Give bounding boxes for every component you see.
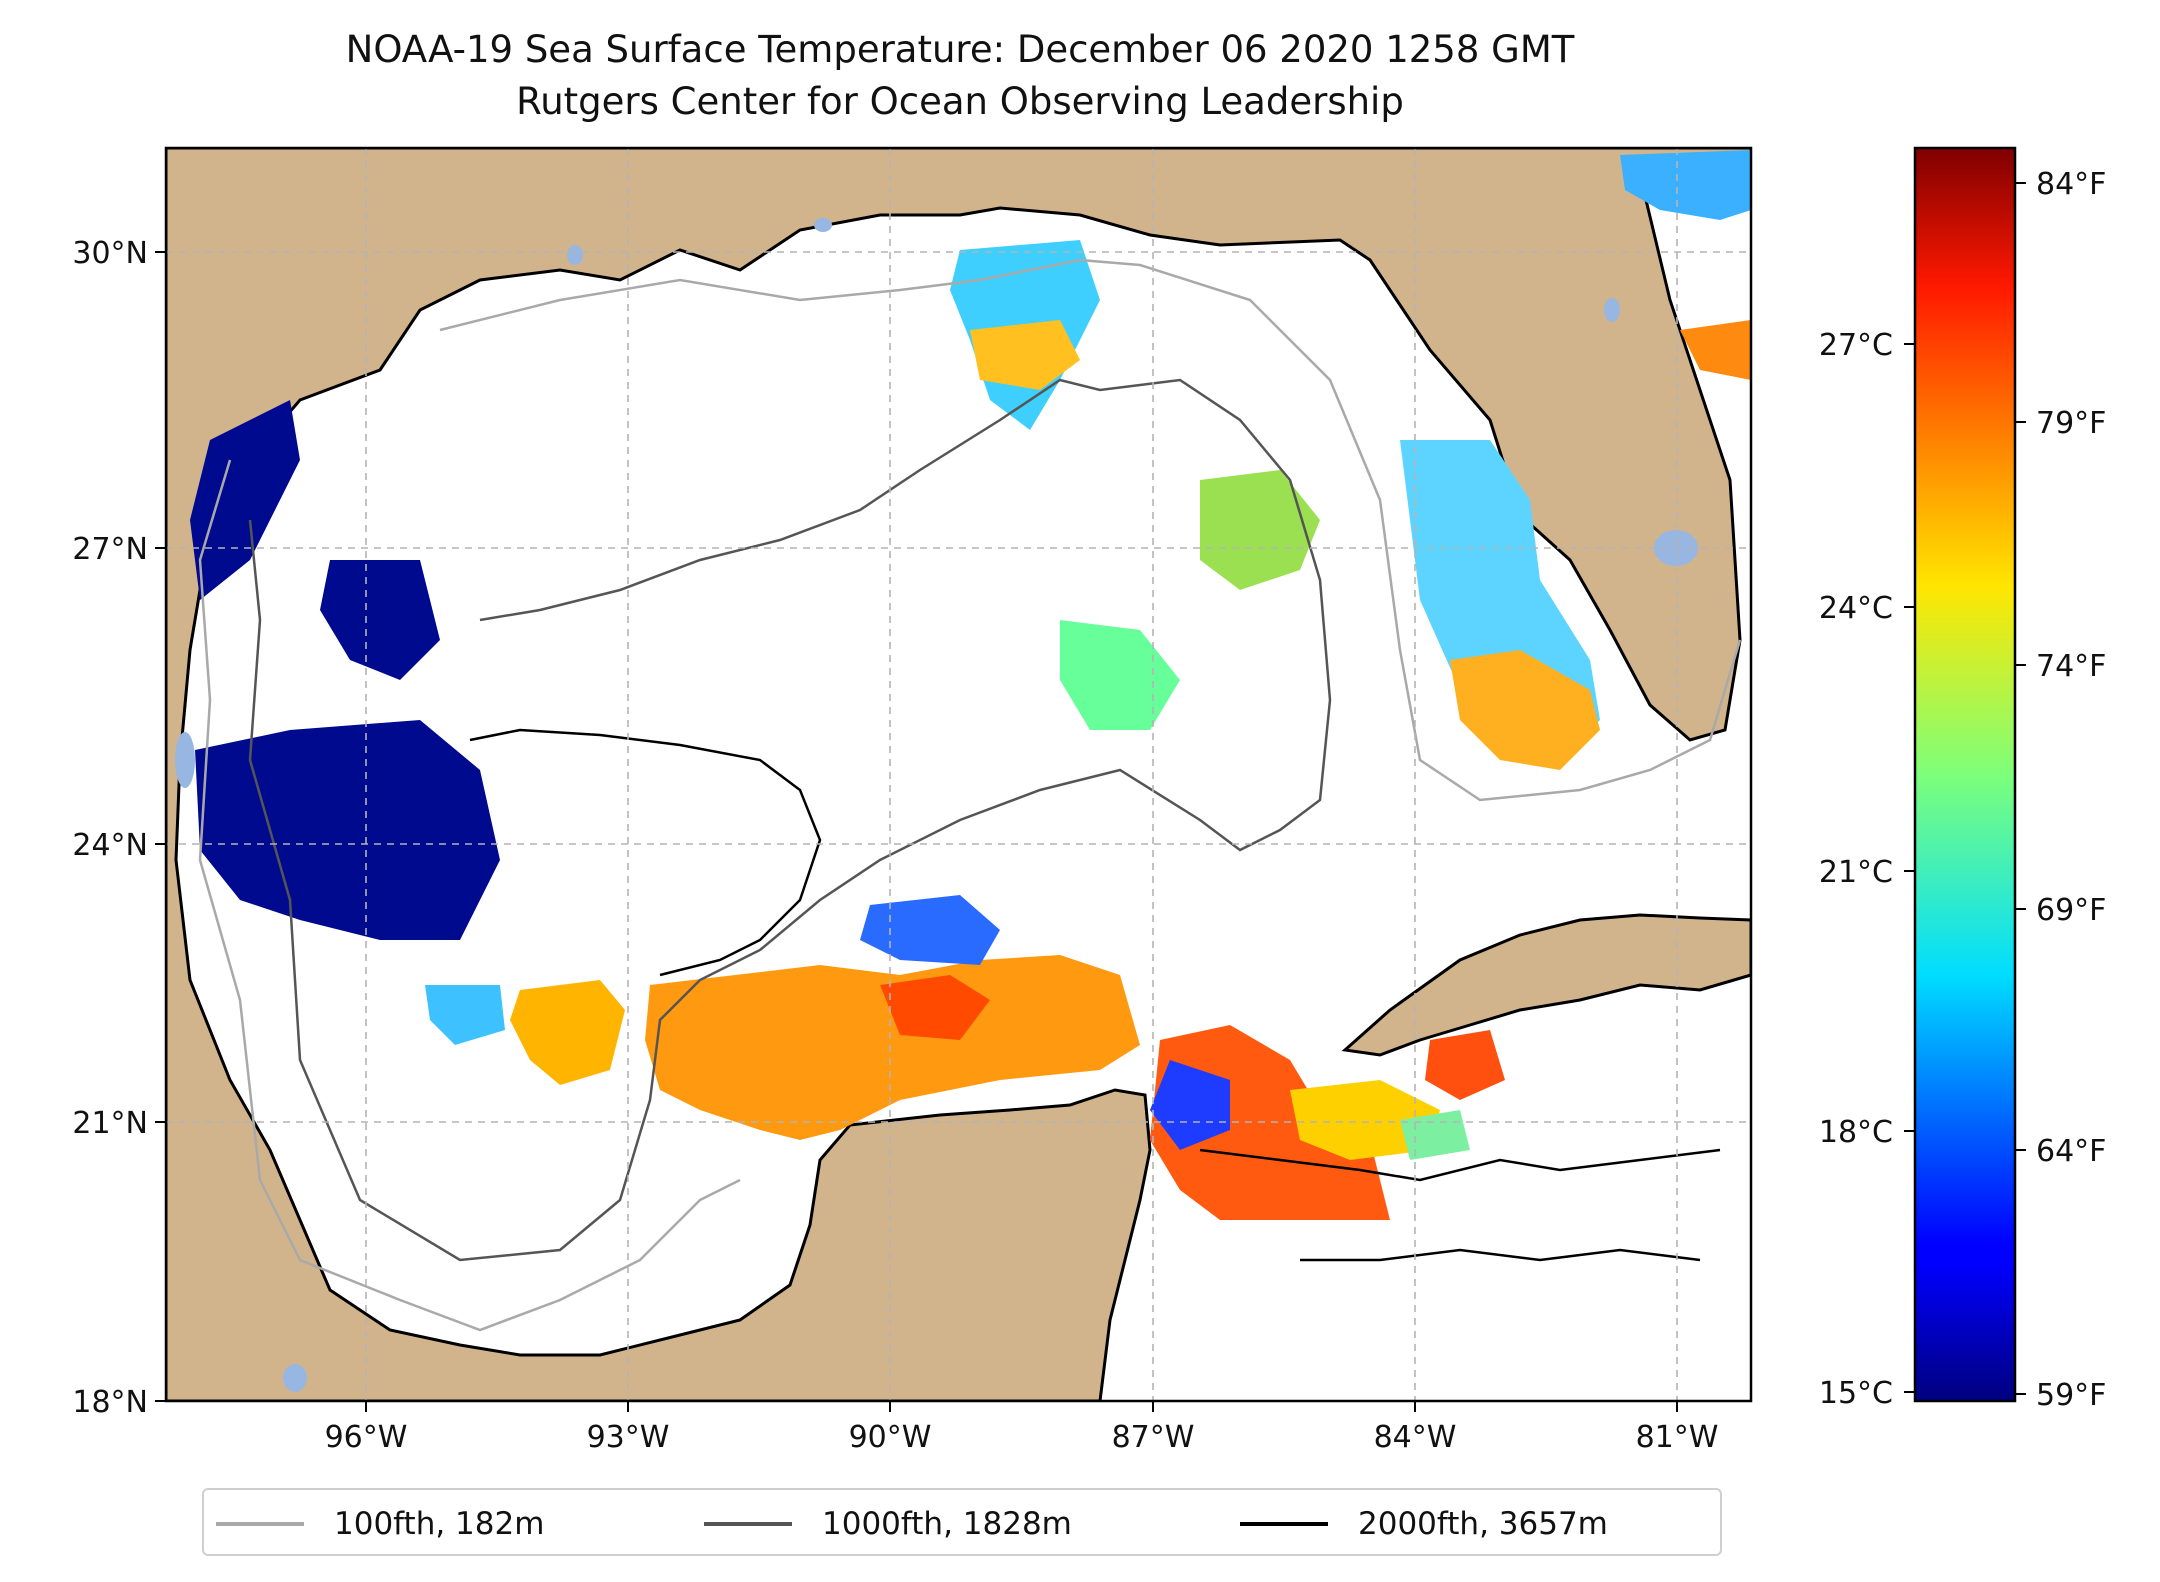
- colorbar: [1913, 146, 2017, 1403]
- legend-swatch-1000fth: [704, 1522, 792, 1526]
- lat-label-30N: 30°N: [72, 236, 148, 271]
- map-frame: [164, 146, 1753, 1403]
- colorbar-c-15: 15°C: [1819, 1376, 1893, 1411]
- lat-label-27N: 27°N: [72, 532, 148, 567]
- contour-2000fth: [469, 728, 1721, 1262]
- lon-label-81W: 81°W: [1636, 1420, 1719, 1455]
- colorbar-f-69: 69°F: [2036, 893, 2106, 928]
- legend-item-1000fth: 1000fth, 1828m: [704, 1504, 1072, 1544]
- legend-label-2000fth: 2000fth, 3657m: [1358, 1506, 1608, 1542]
- gridlines: [166, 148, 1751, 1401]
- contour-100fth: [198, 258, 1742, 1332]
- colorbar-c-27: 27°C: [1819, 328, 1893, 363]
- lake: [1604, 298, 1620, 322]
- title-line-2: Rutgers Center for Ocean Observing Leade…: [516, 80, 1404, 123]
- lon-label-87W: 87°W: [1112, 1420, 1195, 1455]
- lat-label-18N: 18°N: [72, 1385, 148, 1420]
- colorbar-f-64: 64°F: [2036, 1134, 2106, 1169]
- bathymetry-contours: [198, 258, 1742, 1332]
- lon-label-93W: 93°W: [587, 1420, 670, 1455]
- lake: [567, 245, 583, 265]
- lon-tick-marks: [365, 1401, 1678, 1412]
- legend-swatch-2000fth: [1240, 1522, 1328, 1526]
- celsius-tick-marks: [1904, 343, 1915, 1393]
- colorbar-c-18: 18°C: [1819, 1115, 1893, 1150]
- colorbar-f-74: 74°F: [2036, 649, 2106, 684]
- legend-label-100fth: 100fth, 182m: [334, 1506, 545, 1542]
- title-line-1: NOAA-19 Sea Surface Temperature: Decembe…: [345, 28, 1575, 71]
- lat-label-21N: 21°N: [72, 1106, 148, 1141]
- sst-data-patches: [190, 150, 1751, 1220]
- legend-label-1000fth: 1000fth, 1828m: [822, 1506, 1072, 1542]
- contour-1000fth: [248, 378, 1332, 1262]
- lake: [814, 218, 832, 232]
- map-area: [166, 148, 1751, 1401]
- lon-label-84W: 84°W: [1374, 1420, 1457, 1455]
- colorbar-f-59: 59°F: [2036, 1378, 2106, 1413]
- colorbar-f-84: 84°F: [2036, 167, 2106, 202]
- lake: [283, 1364, 307, 1392]
- colorbar-c-24: 24°C: [1819, 591, 1893, 626]
- legend-item-2000fth: 2000fth, 3657m: [1240, 1504, 1608, 1544]
- fahrenheit-tick-marks: [2015, 182, 2026, 1395]
- lake: [175, 732, 195, 788]
- lon-label-90W: 90°W: [849, 1420, 932, 1455]
- lat-label-24N: 24°N: [72, 828, 148, 863]
- colorbar-f-79: 79°F: [2036, 406, 2106, 441]
- land-cuba: [1341, 913, 1751, 1057]
- colorbar-c-21: 21°C: [1819, 855, 1893, 890]
- contour-legend: 100fth, 182m 1000fth, 1828m 2000fth, 365…: [202, 1488, 1722, 1556]
- lat-tick-marks: [155, 251, 166, 1402]
- legend-swatch-100fth: [216, 1522, 304, 1526]
- legend-item-100fth: 100fth, 182m: [216, 1504, 544, 1544]
- lon-label-96W: 96°W: [325, 1420, 408, 1455]
